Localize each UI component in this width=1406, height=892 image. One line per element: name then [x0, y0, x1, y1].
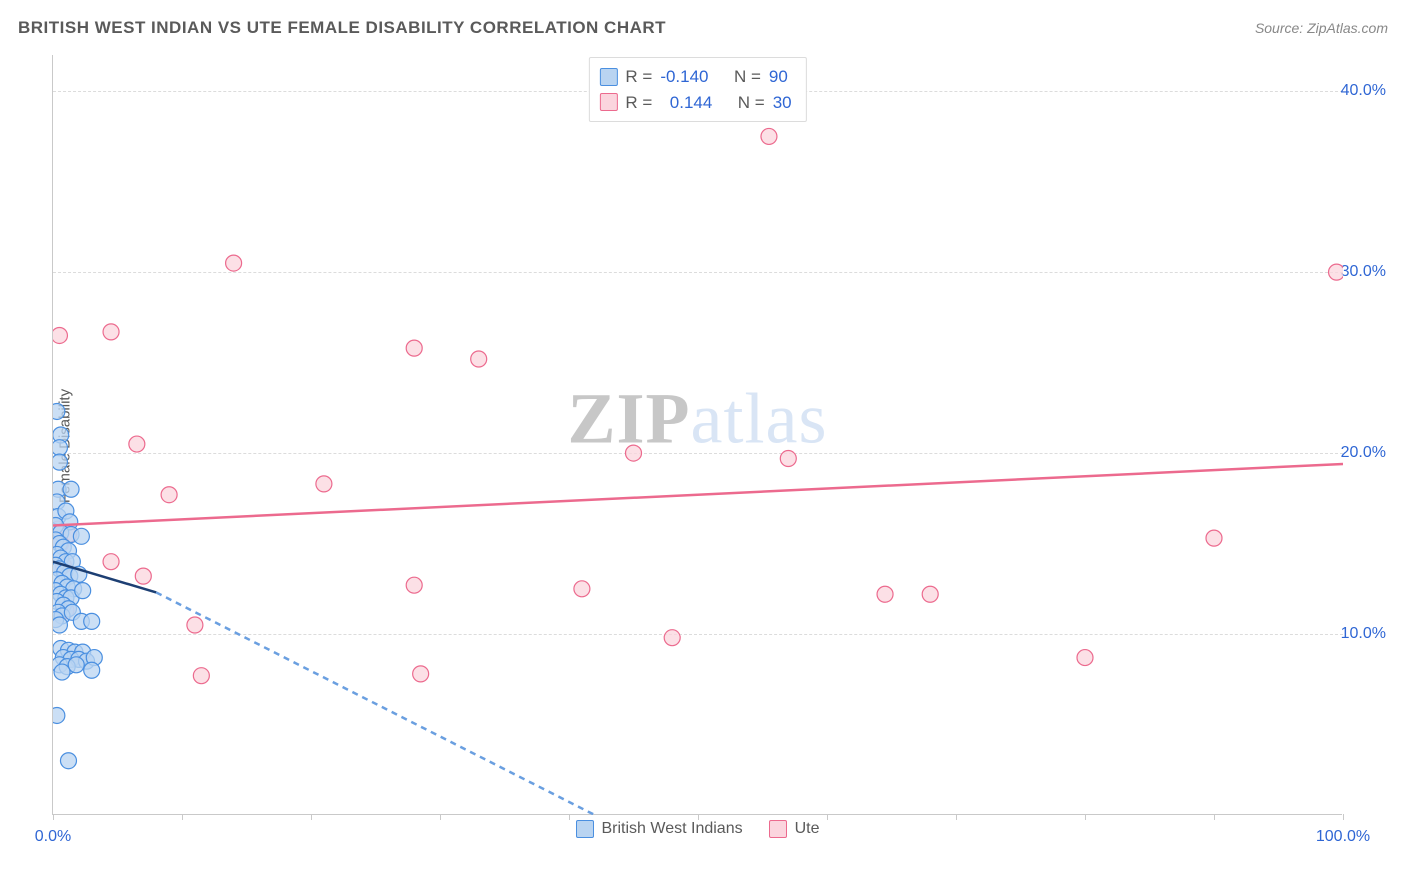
- legend-r-value-1: -0.140: [660, 64, 708, 90]
- legend-n-value-2: 30: [773, 90, 792, 116]
- scatter-point: [406, 577, 422, 593]
- plot-wrapper: ZIPatlas R = -0.140 N = 90 R = 0.144 N =…: [52, 55, 1388, 833]
- legend-swatch-series-2: [599, 93, 617, 111]
- scatter-point: [1329, 264, 1343, 280]
- scatter-point: [53, 707, 65, 723]
- scatter-point: [471, 351, 487, 367]
- scatter-point: [226, 255, 242, 271]
- scatter-point: [187, 617, 203, 633]
- scatter-point: [626, 445, 642, 461]
- scatter-point: [53, 440, 67, 456]
- legend-label-series-2: Ute: [795, 820, 820, 838]
- scatter-point: [761, 128, 777, 144]
- scatter-point: [1077, 650, 1093, 666]
- scatter-point: [129, 436, 145, 452]
- scatter-point: [63, 481, 79, 497]
- scatter-point: [103, 324, 119, 340]
- scatter-point: [780, 451, 796, 467]
- scatter-point: [84, 613, 100, 629]
- legend-n-label: N =: [738, 90, 765, 116]
- scatter-point: [73, 528, 89, 544]
- scatter-point: [53, 617, 67, 633]
- y-tick-label: 10.0%: [1341, 625, 1386, 643]
- y-tick-label: 20.0%: [1341, 444, 1386, 462]
- scatter-point: [413, 666, 429, 682]
- scatter-point: [406, 340, 422, 356]
- legend-swatch-bottom-1: [576, 820, 594, 838]
- scatter-point: [664, 630, 680, 646]
- scatter-point: [877, 586, 893, 602]
- scatter-point: [103, 554, 119, 570]
- regression-line: [53, 464, 1343, 526]
- x-tick-label-left: 0.0%: [35, 828, 71, 846]
- legend-item-series-2: Ute: [769, 820, 820, 838]
- legend-row-series-2: R = 0.144 N = 30: [599, 90, 791, 116]
- scatter-point: [53, 327, 67, 343]
- chart-title: BRITISH WEST INDIAN VS UTE FEMALE DISABI…: [18, 18, 666, 38]
- scatter-point: [316, 476, 332, 492]
- scatter-point: [54, 664, 70, 680]
- legend-r-label: R =: [625, 64, 652, 90]
- legend-swatch-bottom-2: [769, 820, 787, 838]
- scatter-svg: [53, 55, 1343, 815]
- scatter-point: [68, 657, 84, 673]
- scatter-point: [1206, 530, 1222, 546]
- scatter-point: [135, 568, 151, 584]
- scatter-point: [84, 662, 100, 678]
- legend-r-value-2: 0.144: [660, 90, 712, 116]
- legend-label-series-1: British West Indians: [602, 820, 743, 838]
- legend-n-value-1: 90: [769, 64, 788, 90]
- regression-line: [156, 592, 595, 815]
- source-label: Source: ZipAtlas.com: [1255, 20, 1388, 36]
- scatter-point: [161, 487, 177, 503]
- scatter-point: [574, 581, 590, 597]
- legend-row-series-1: R = -0.140 N = 90: [599, 64, 791, 90]
- legend-r-label: R =: [625, 90, 652, 116]
- scatter-point: [53, 454, 67, 470]
- scatter-point: [53, 403, 65, 419]
- y-tick-label: 40.0%: [1341, 82, 1386, 100]
- legend-swatch-series-1: [599, 68, 617, 86]
- scatter-point: [922, 586, 938, 602]
- scatter-point: [193, 668, 209, 684]
- legend-n-label: N =: [734, 64, 761, 90]
- x-tick: [1343, 814, 1344, 820]
- y-tick-label: 30.0%: [1341, 263, 1386, 281]
- scatter-point: [60, 753, 76, 769]
- legend-correlation: R = -0.140 N = 90 R = 0.144 N = 30: [588, 57, 806, 122]
- x-tick-label-right: 100.0%: [1316, 828, 1370, 846]
- legend-series: British West Indians Ute: [576, 820, 820, 838]
- scatter-point: [75, 583, 91, 599]
- legend-item-series-1: British West Indians: [576, 820, 743, 838]
- plot-area: ZIPatlas R = -0.140 N = 90 R = 0.144 N =…: [52, 55, 1342, 815]
